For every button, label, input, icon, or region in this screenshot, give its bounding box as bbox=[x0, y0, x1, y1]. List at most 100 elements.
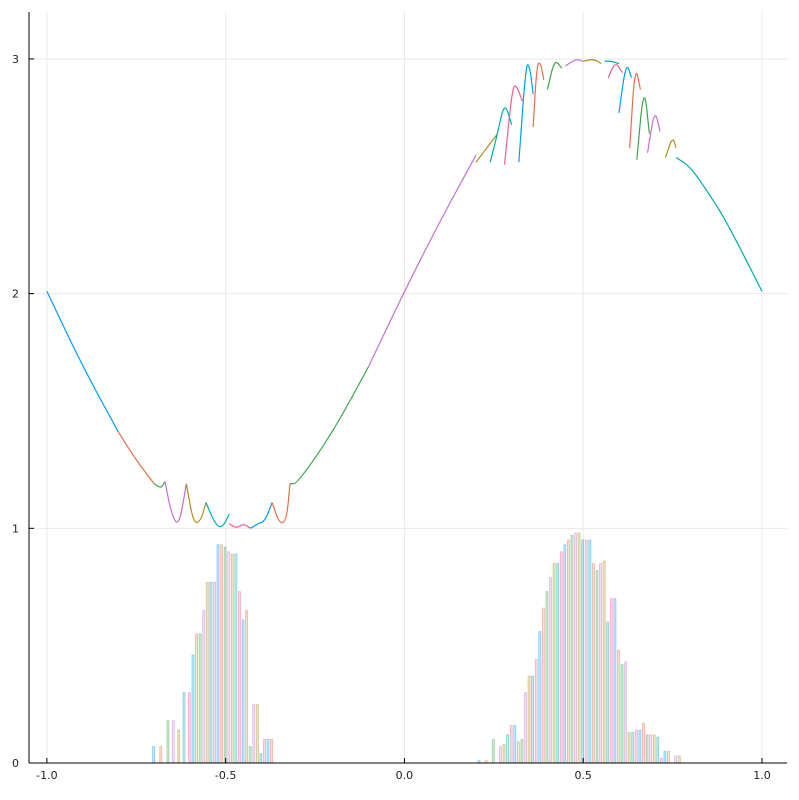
histogram-bar bbox=[574, 532, 577, 764]
y-tick-label: 2 bbox=[12, 288, 19, 301]
histogram-bar bbox=[556, 563, 560, 764]
histogram-bar bbox=[152, 746, 156, 764]
histogram-bar bbox=[566, 539, 570, 764]
line-segment bbox=[675, 157, 763, 292]
histogram-bar bbox=[534, 659, 538, 764]
histogram-bar bbox=[588, 539, 592, 764]
histogram-bar bbox=[223, 546, 227, 764]
histogram-bar bbox=[255, 703, 259, 764]
histogram-bar bbox=[216, 544, 220, 764]
histogram-bar bbox=[491, 739, 495, 764]
line-segment bbox=[368, 154, 477, 367]
histogram-bar bbox=[663, 750, 667, 764]
line-segment bbox=[664, 139, 677, 158]
histogram-bar bbox=[252, 703, 256, 764]
histogram-bar bbox=[198, 633, 202, 764]
histogram-bar bbox=[527, 675, 531, 764]
histogram-bar bbox=[649, 734, 653, 764]
histogram-bar bbox=[617, 649, 620, 764]
histogram-bar bbox=[627, 732, 631, 764]
histogram-bar bbox=[541, 607, 545, 764]
histogram-bar bbox=[502, 743, 506, 764]
histogram-bar bbox=[631, 732, 635, 764]
y-tick-label: 1 bbox=[12, 522, 19, 535]
histogram-bar bbox=[263, 739, 266, 764]
y-tick-label: 3 bbox=[12, 53, 19, 66]
histogram-bar bbox=[182, 692, 186, 764]
histogram-bar bbox=[506, 734, 510, 764]
histogram-bar bbox=[552, 563, 556, 764]
line-segment bbox=[604, 60, 620, 65]
histogram-bar bbox=[577, 532, 581, 764]
histogram-bar bbox=[570, 534, 574, 764]
histogram-bar bbox=[652, 734, 656, 764]
histogram-bar bbox=[613, 598, 617, 764]
histogram-bar bbox=[166, 720, 170, 764]
line-segment bbox=[546, 61, 563, 90]
line-segment bbox=[228, 523, 252, 529]
histogram-bar bbox=[549, 577, 552, 764]
histogram-bar bbox=[634, 729, 638, 764]
histogram-bar bbox=[248, 746, 252, 764]
histogram-bar bbox=[656, 736, 660, 764]
line-segment bbox=[503, 85, 524, 165]
histogram-bar bbox=[191, 654, 195, 764]
line-segment bbox=[532, 62, 545, 128]
histogram-bar bbox=[230, 553, 234, 764]
line-segment bbox=[153, 480, 166, 488]
line-segment bbox=[164, 481, 187, 523]
histogram-bar bbox=[559, 551, 563, 764]
histogram-bar bbox=[516, 741, 520, 764]
histogram-bar bbox=[645, 734, 649, 764]
histogram-bar bbox=[599, 563, 602, 764]
histogram-bar bbox=[509, 725, 513, 764]
histogram-bar bbox=[592, 563, 595, 764]
line-segment bbox=[636, 97, 650, 160]
histogram-bar bbox=[674, 755, 678, 764]
histogram-bar bbox=[659, 757, 663, 764]
line-segment bbox=[583, 59, 602, 65]
x-tick-label: 0.5 bbox=[574, 769, 592, 782]
histogram-bar bbox=[581, 539, 585, 764]
histogram-bar bbox=[202, 610, 206, 764]
histogram-bar bbox=[499, 746, 502, 764]
histogram-bar bbox=[220, 544, 223, 764]
line-segment bbox=[564, 59, 584, 67]
histogram-bar bbox=[609, 598, 613, 764]
line-segment bbox=[185, 483, 207, 524]
histogram-bar bbox=[159, 746, 163, 764]
histogram-bar bbox=[538, 631, 542, 764]
line-segment bbox=[646, 115, 661, 153]
histogram-bar bbox=[270, 739, 274, 764]
histogram-bar bbox=[624, 661, 628, 764]
histogram-bar bbox=[209, 581, 213, 764]
histogram-bar bbox=[177, 729, 181, 764]
histogram-bar bbox=[227, 551, 231, 764]
line-segment bbox=[290, 366, 370, 485]
line-segment bbox=[46, 291, 119, 433]
y-tick-label: 0 bbox=[12, 757, 19, 770]
x-tick-label: -1.0 bbox=[36, 769, 57, 782]
line-segment bbox=[618, 66, 633, 113]
histogram-bar bbox=[513, 725, 517, 764]
x-tick-label: 0.0 bbox=[396, 769, 414, 782]
x-tick-label: -0.5 bbox=[215, 769, 236, 782]
histogram-bar bbox=[595, 570, 599, 764]
histogram-bar bbox=[238, 591, 241, 764]
line-segment bbox=[518, 64, 534, 163]
line-segment bbox=[205, 502, 230, 528]
histogram-bar bbox=[531, 675, 535, 764]
histogram-bar bbox=[584, 539, 588, 764]
histogram-bar bbox=[241, 619, 245, 764]
histogram-bar bbox=[524, 692, 527, 764]
histogram-bar bbox=[187, 692, 191, 764]
histogram-bar bbox=[171, 720, 175, 764]
x-tick-label: 1.0 bbox=[753, 769, 771, 782]
histogram-bar bbox=[638, 729, 642, 764]
histogram-bar bbox=[234, 553, 238, 764]
line-segment bbox=[271, 483, 291, 524]
line-segment bbox=[250, 502, 273, 529]
line-segment bbox=[489, 107, 513, 163]
